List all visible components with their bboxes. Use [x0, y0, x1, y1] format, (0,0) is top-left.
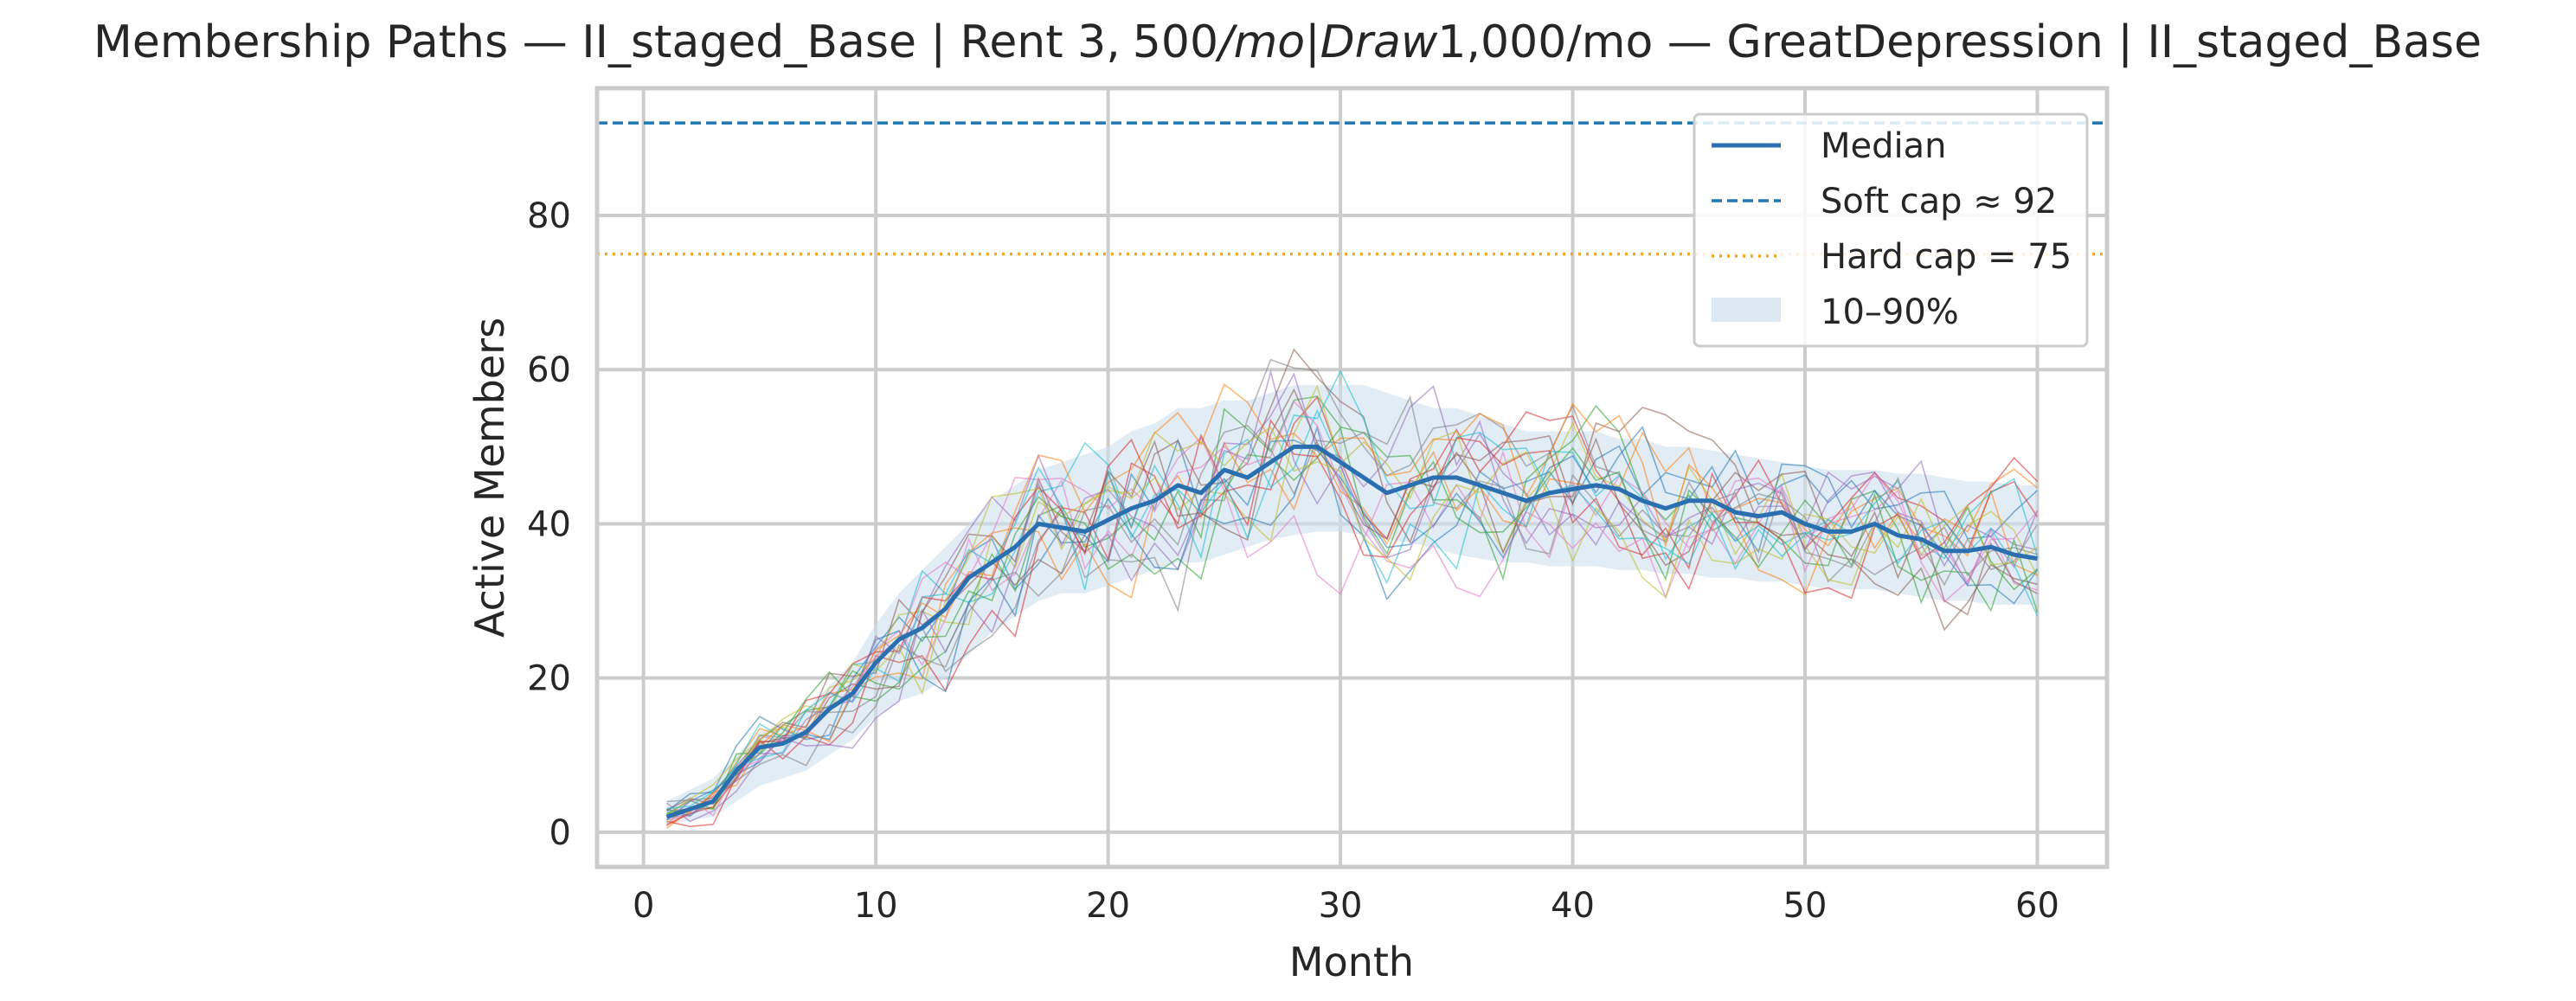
x-ticks: 0 10 20 30 40 50 60 [633, 886, 2059, 926]
x-tick-label: 20 [1086, 886, 1130, 926]
y-tick-label: 80 [527, 196, 571, 236]
x-tick-label: 10 [854, 886, 898, 926]
x-tick-label: 60 [2015, 886, 2059, 926]
legend-band-label: 10–90% [1821, 292, 1959, 332]
legend-band-swatch [1712, 298, 1781, 322]
chart-title: Membership Paths — II_staged_Base | Rent… [93, 16, 2482, 68]
y-ticks: 0 20 40 60 80 [527, 196, 571, 853]
simulation-path [666, 348, 2038, 818]
median-line [665, 444, 2038, 819]
x-tick-label: 30 [1319, 886, 1363, 926]
y-tick-label: 0 [549, 813, 571, 853]
simulation-path [666, 426, 2038, 817]
legend-median-label: Median [1821, 126, 1947, 166]
caps-layer [597, 121, 2107, 256]
y-axis-label: Active Members [466, 318, 513, 638]
x-tick-label: 40 [1551, 886, 1595, 926]
x-axis-label: Month [1289, 939, 1414, 985]
simulation-path [665, 426, 2039, 821]
legend-hard-cap-label: Hard cap = 75 [1821, 237, 2072, 277]
y-tick-label: 40 [527, 504, 571, 544]
simulation-path [666, 384, 2039, 824]
simulation-path [666, 369, 2039, 810]
legend-box [1693, 112, 2089, 348]
simulation-path [666, 436, 2038, 821]
y-tick-label: 20 [527, 659, 571, 699]
legend-soft-cap-label: Soft cap ≈ 92 [1821, 182, 2057, 221]
simulation-path [666, 395, 2039, 828]
x-tick-label: 0 [633, 886, 654, 926]
simulation-path [666, 395, 2039, 803]
plot-frame [594, 86, 2110, 869]
y-tick-label: 60 [527, 350, 571, 390]
median-layer [665, 444, 2038, 819]
legend: Median Soft cap ≈ 92 Hard cap = 75 10–90… [1693, 112, 2089, 348]
simulation-path [666, 427, 2039, 814]
x-tick-label: 50 [1783, 886, 1828, 926]
